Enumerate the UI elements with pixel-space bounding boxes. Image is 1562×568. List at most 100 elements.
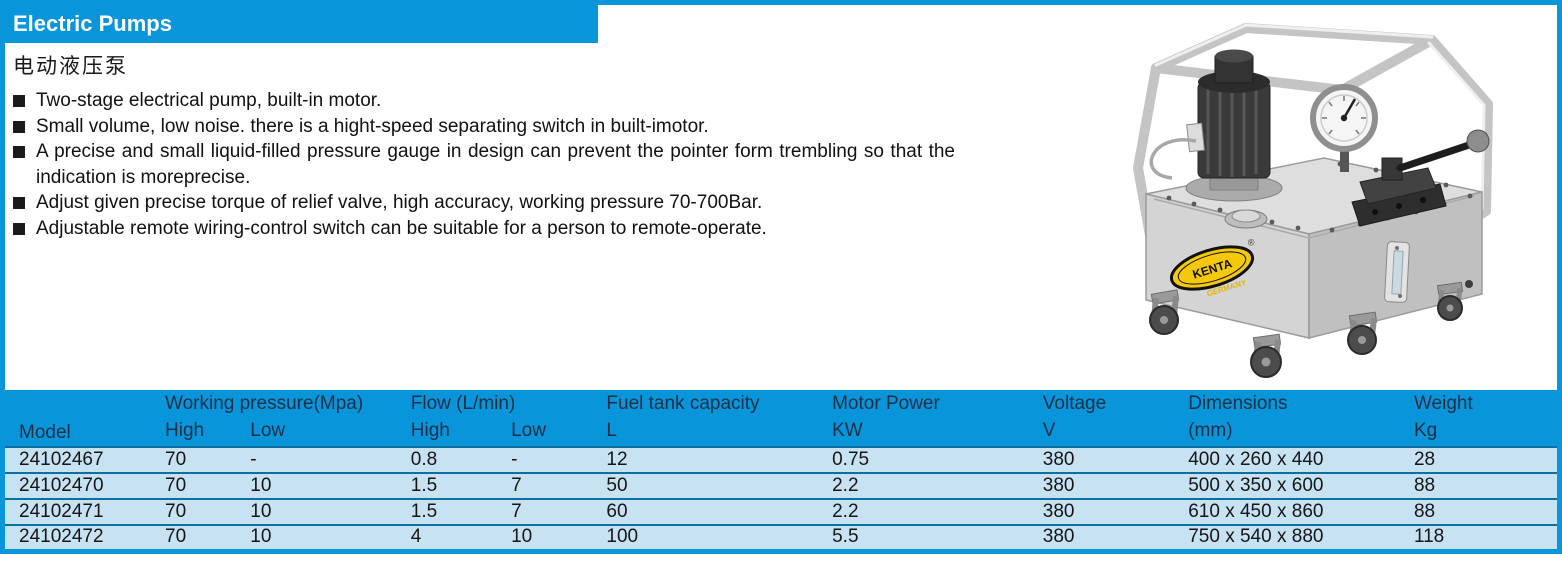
cell-power: 0.75 — [830, 446, 1041, 473]
table-row: 24102470 70 10 1.5 7 50 2.2 380 500 x 35… — [2, 472, 1560, 499]
section-header: Electric Pumps — [0, 5, 598, 43]
cell-dimensions: 400 x 260 x 440 — [1186, 446, 1412, 473]
cell-dimensions: 500 x 350 x 600 — [1186, 472, 1412, 499]
cell-flow-high: 1.5 — [408, 472, 510, 499]
caster-wheel — [1347, 311, 1378, 355]
feature-text: Two-stage electrical pump, built-in moto… — [36, 90, 382, 111]
feature-item: Adjustable remote wiring-control switch … — [13, 216, 955, 242]
cell-tank: 60 — [604, 498, 831, 525]
feature-item: A precise and small liquid-filled pressu… — [13, 139, 955, 190]
cell-voltage: 380 — [1040, 524, 1187, 551]
cell-flow-low: - — [509, 446, 605, 473]
caster-wheel — [1250, 333, 1282, 378]
cell-flow-low: 7 — [509, 472, 605, 499]
cell-dimensions: 610 x 450 x 860 — [1186, 498, 1412, 525]
cell-model: 24102470 — [2, 472, 163, 499]
page-border-top — [0, 0, 1562, 5]
cell-tank: 12 — [604, 446, 831, 473]
sub-header-flow-high: High — [408, 417, 510, 447]
sub-header-wp-high: High — [163, 417, 249, 447]
pressure-gauge — [1310, 84, 1378, 172]
feature-item: Small volume, low noise. there is a high… — [13, 114, 955, 140]
feature-item: Two-stage electrical pump, built-in moto… — [13, 88, 955, 114]
page-subtitle-chinese: 电动液压泵 — [13, 55, 128, 78]
brand-badge: KENTA ® GERMANY — [1169, 237, 1257, 298]
cell-voltage: 380 — [1040, 498, 1187, 525]
roll-cage-highlight — [1154, 23, 1486, 211]
sub-header-kw: KW — [830, 417, 1041, 447]
sub-header-wp-low: Low — [248, 417, 409, 447]
bullet-square-icon — [13, 95, 25, 107]
table-row: 24102472 70 10 4 10 100 5.5 380 750 x 54… — [2, 524, 1560, 551]
bullet-square-icon — [13, 146, 25, 158]
caster-wheel — [1436, 281, 1464, 321]
feature-text: Small volume, low noise. there is a high… — [36, 115, 709, 137]
caster-wheel — [1149, 289, 1180, 335]
cell-weight: 28 — [1411, 446, 1560, 473]
sub-header-kg: Kg — [1411, 417, 1560, 447]
casters — [1149, 281, 1464, 378]
oil-level-gauge — [1384, 241, 1410, 303]
cell-weight: 88 — [1411, 498, 1560, 525]
spec-table: Model Working pressure(Mpa) Flow (L/min)… — [0, 390, 1562, 554]
cell-weight: 88 — [1411, 472, 1560, 499]
cell-wp-low: - — [248, 446, 409, 473]
col-header-weight: Weight — [1411, 390, 1560, 417]
bullet-square-icon — [13, 197, 25, 209]
feature-item: Adjust given precise torque of relief va… — [13, 190, 955, 216]
col-header-model: Model — [2, 390, 163, 447]
cell-voltage: 380 — [1040, 446, 1187, 473]
col-header-fuel-tank: Fuel tank capacity — [604, 390, 831, 417]
bullet-square-icon — [13, 222, 25, 235]
cell-model: 24102472 — [2, 524, 163, 551]
cell-flow-high: 1.5 — [408, 498, 510, 525]
page-border-right — [1557, 0, 1562, 392]
sub-header-volts: V — [1040, 417, 1187, 447]
cell-flow-low: 10 — [509, 524, 605, 551]
page-title: Electric Pumps — [13, 11, 172, 36]
cell-wp-low: 10 — [248, 498, 409, 525]
cell-dimensions: 750 x 540 x 880 — [1186, 524, 1412, 551]
cell-wp-low: 10 — [248, 524, 409, 551]
table-row: 24102467 70 - 0.8 - 12 0.75 380 400 x 26… — [2, 446, 1560, 473]
control-valve — [1351, 129, 1490, 227]
cell-weight: 118 — [1411, 524, 1560, 551]
feature-text: Adjust given precise torque of relief va… — [36, 192, 763, 213]
cell-flow-high: 4 — [408, 524, 510, 551]
filler-cap — [1224, 209, 1268, 229]
sub-header-flow-low: Low — [509, 417, 605, 447]
bullet-square-icon — [13, 120, 25, 133]
cell-power: 2.2 — [830, 472, 1041, 499]
col-header-flow: Flow (L/min) — [408, 390, 605, 417]
col-header-working-pressure: Working pressure(Mpa) — [163, 390, 409, 417]
cell-wp-high: 70 — [163, 524, 249, 551]
sub-header-liters: L — [604, 417, 831, 447]
cell-model: 24102467 — [2, 446, 163, 473]
cell-tank: 50 — [604, 472, 831, 499]
cell-power: 2.2 — [830, 498, 1041, 525]
page-border-left — [0, 0, 5, 392]
table-row: 24102471 70 10 1.5 7 60 2.2 380 610 x 45… — [2, 498, 1560, 525]
cell-flow-high: 0.8 — [408, 446, 510, 473]
feature-list: Two-stage electrical pump, built-in moto… — [13, 88, 955, 241]
cell-wp-high: 70 — [163, 498, 249, 525]
col-header-motor-power: Motor Power — [830, 390, 1041, 417]
cell-voltage: 380 — [1040, 472, 1187, 499]
feature-text: A precise and small liquid-filled pressu… — [36, 141, 955, 188]
electric-motor — [1185, 49, 1283, 202]
cell-tank: 100 — [604, 524, 831, 551]
col-header-voltage: Voltage — [1040, 390, 1187, 417]
col-header-dimensions: Dimensions — [1186, 390, 1412, 417]
product-photo: KENTA ® GERMANY — [1133, 23, 1493, 378]
lever-knob — [1466, 129, 1490, 153]
cell-wp-high: 70 — [163, 472, 249, 499]
cell-wp-low: 10 — [248, 472, 409, 499]
registered-mark: ® — [1247, 237, 1257, 249]
valve-lever — [1396, 140, 1476, 172]
motor-wire — [1149, 138, 1197, 180]
feature-text: Adjustable remote wiring-control switch … — [36, 217, 767, 239]
cell-wp-high: 70 — [163, 446, 249, 473]
drain-plug — [1465, 280, 1473, 288]
cell-flow-low: 7 — [509, 498, 605, 525]
